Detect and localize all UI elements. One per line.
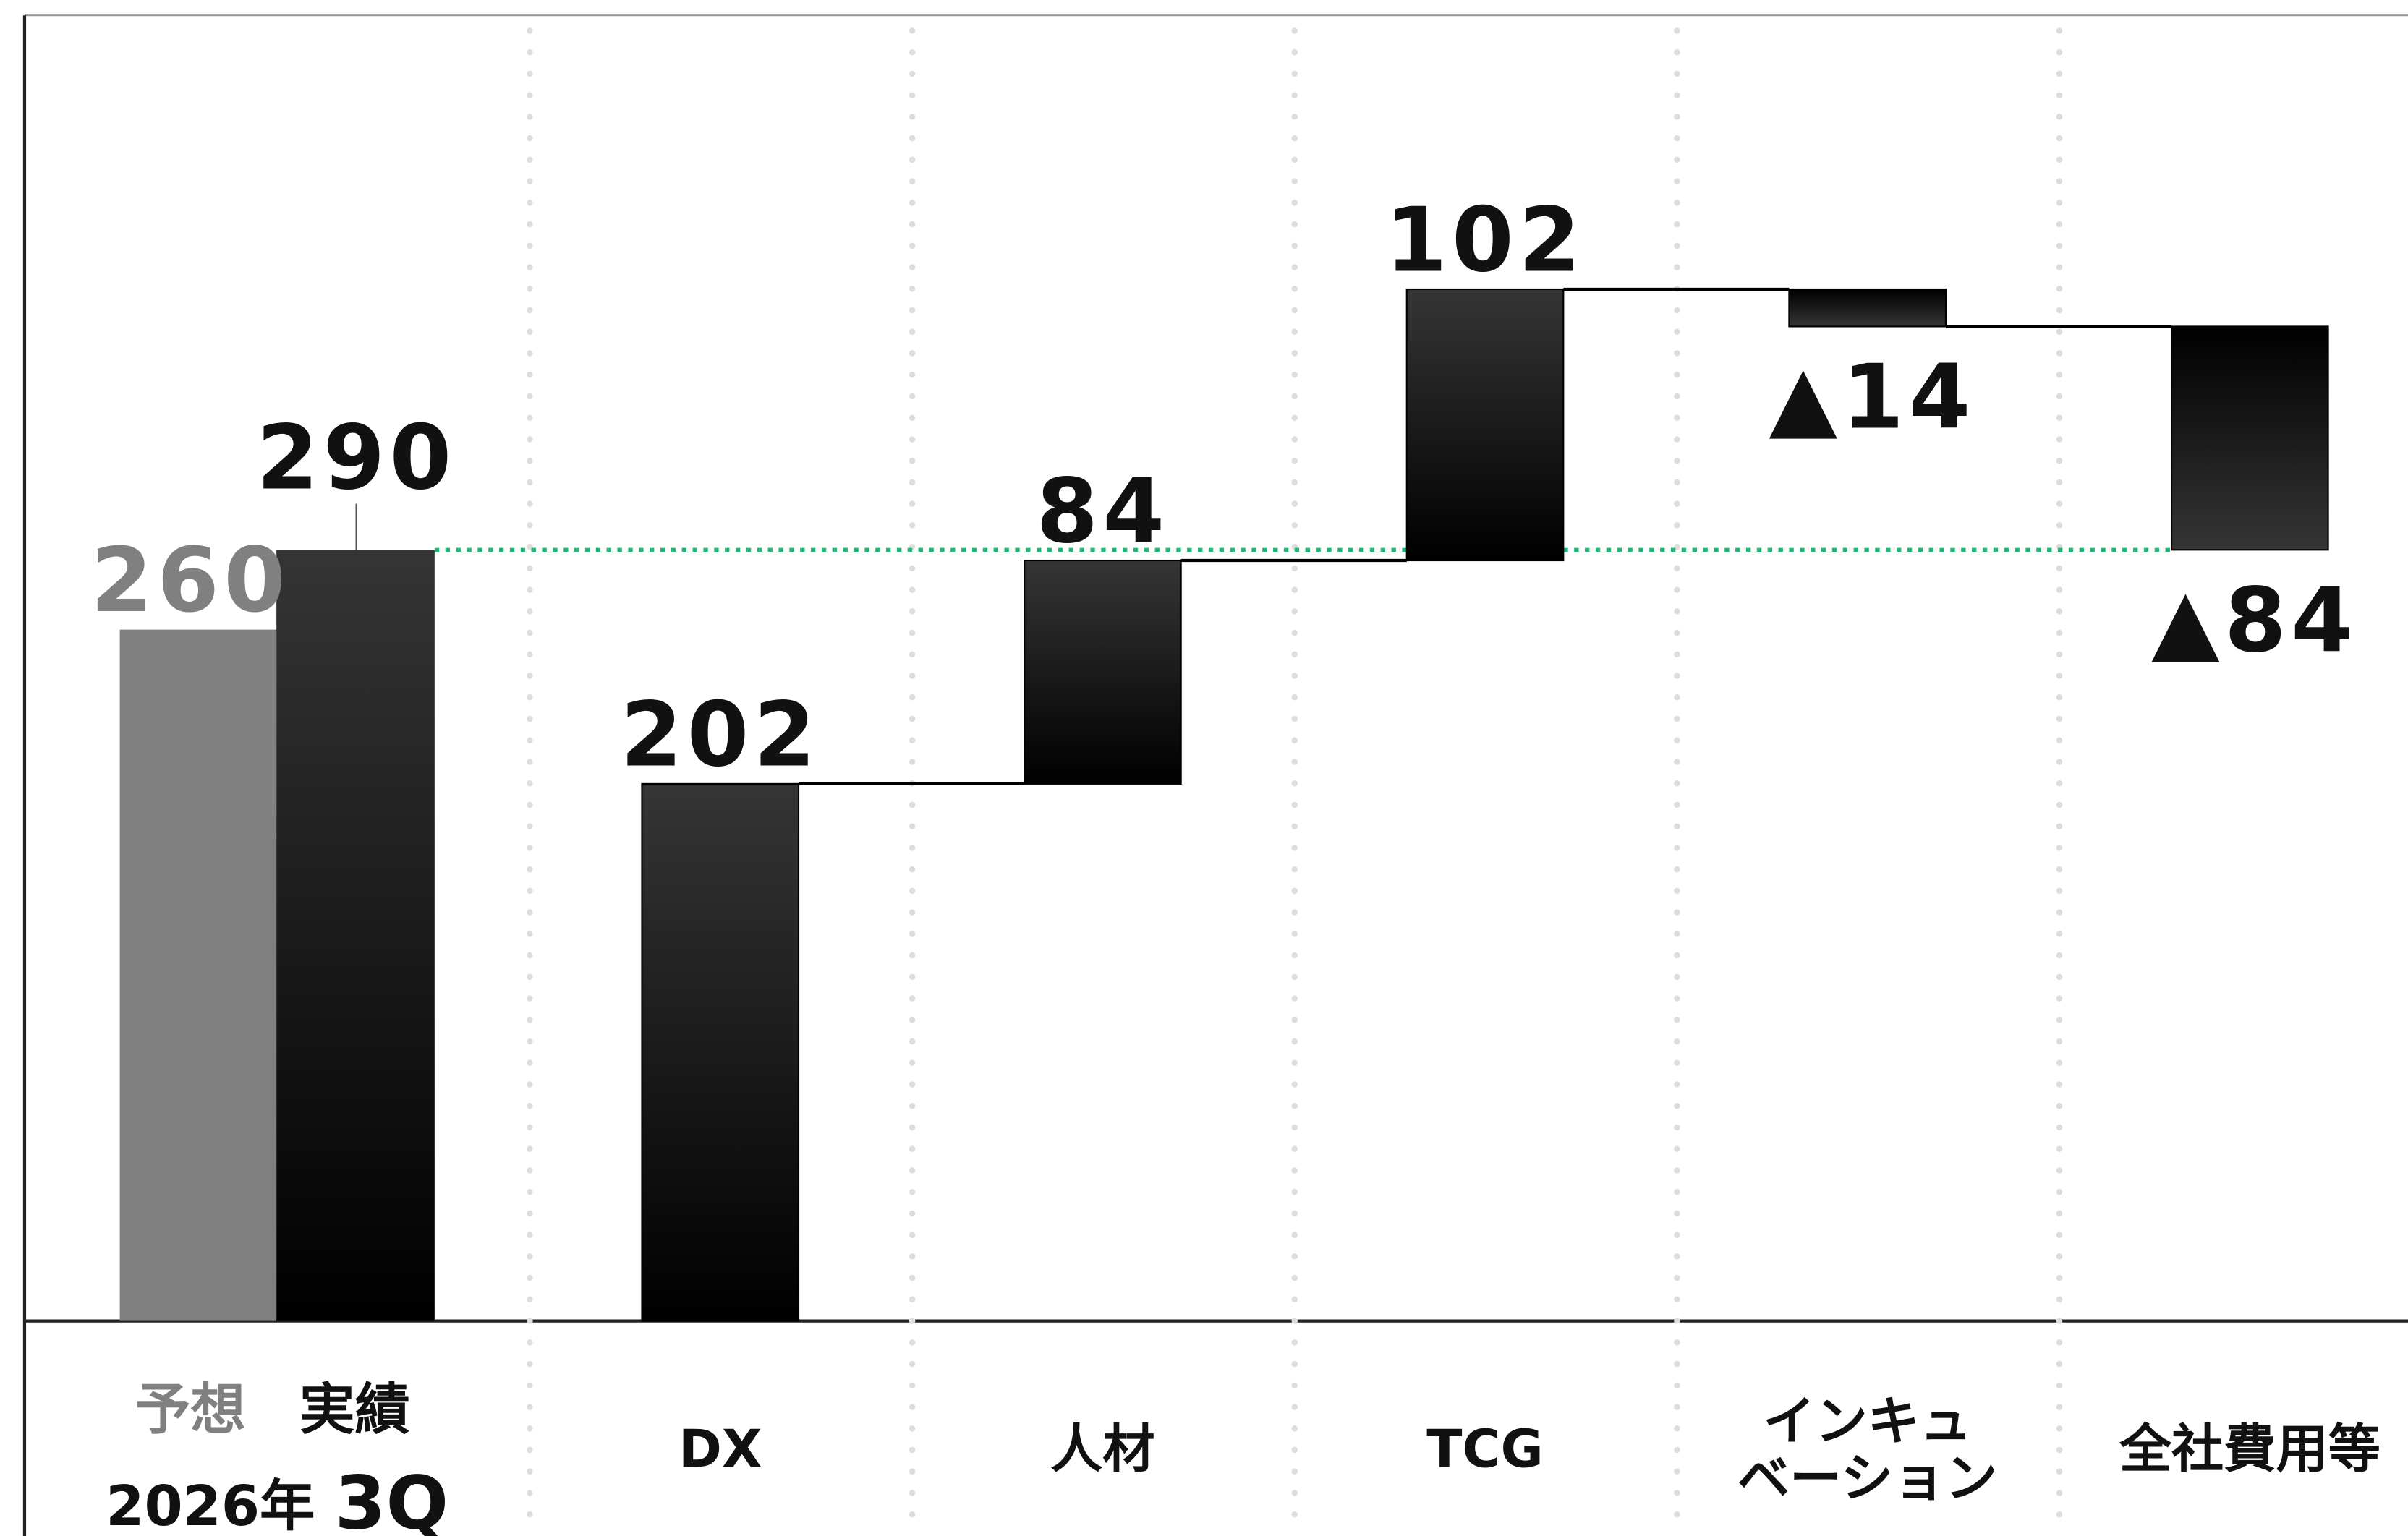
bar — [641, 782, 800, 1322]
category-label: TCG — [1426, 1420, 1544, 1482]
bar — [1405, 288, 1565, 562]
category-text: 全社費用等 — [2119, 1420, 2381, 1482]
start-bar — [119, 629, 277, 1321]
category-text: DX — [678, 1420, 762, 1482]
bar — [2170, 325, 2329, 551]
category-label: DX — [678, 1420, 762, 1482]
category-label: インキュ ベーション — [1737, 1391, 1998, 1510]
category-label: 全社費用等 — [2119, 1420, 2381, 1482]
category-text: インキュ ベーション — [1737, 1391, 1998, 1510]
value-label: 202 — [621, 683, 820, 787]
category-label: 人材 — [1050, 1420, 1155, 1482]
value-label: ▲84 — [2151, 569, 2357, 673]
value-label: 84 — [1036, 461, 1169, 564]
start-value-label: 260 — [90, 529, 290, 633]
bar — [1788, 288, 1947, 328]
start-bar — [276, 550, 435, 1321]
start-period: 3Q — [335, 1460, 449, 1536]
start-name: 予想 — [135, 1378, 246, 1442]
value-label: 102 — [1385, 189, 1585, 292]
start-name: 実績 — [299, 1378, 410, 1442]
category-text: TCG — [1426, 1420, 1544, 1482]
category-text: 人材 — [1050, 1420, 1155, 1482]
start-value-label: 290 — [256, 406, 456, 510]
value-label: ▲14 — [1769, 346, 1975, 450]
start-period: 2026年 — [106, 1475, 315, 1536]
bar — [1024, 559, 1182, 785]
